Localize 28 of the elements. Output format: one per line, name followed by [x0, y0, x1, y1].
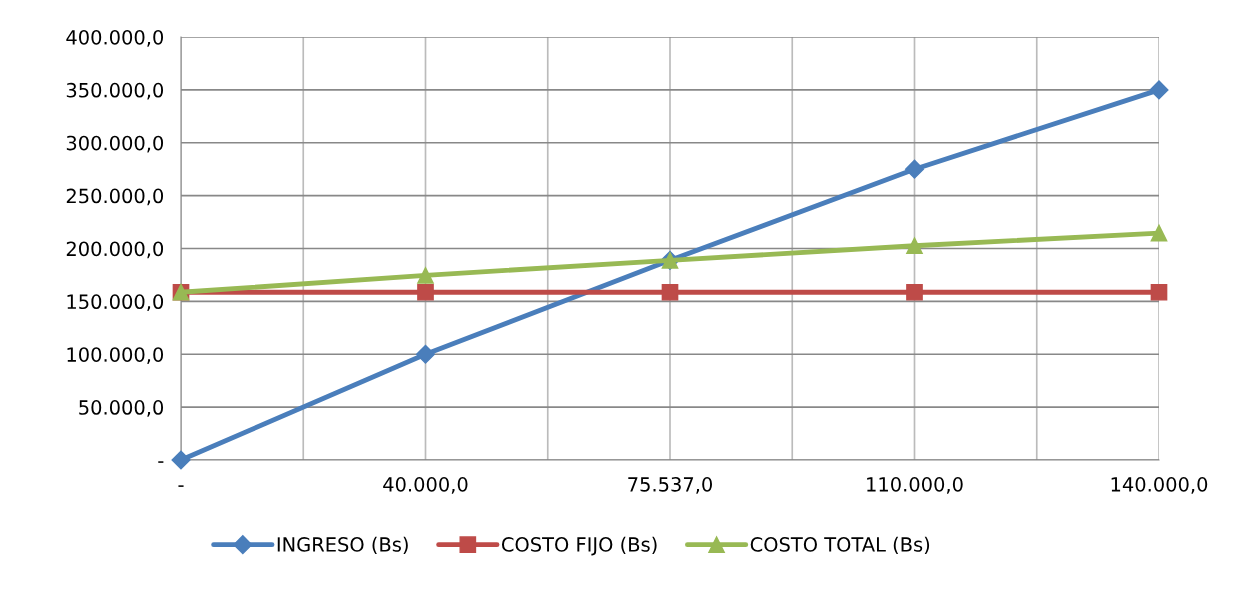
y-tick-label: - — [158, 461, 164, 463]
point — [1150, 283, 1168, 301]
legend-label: COSTO TOTAL (Bs) — [750, 536, 930, 555]
point — [906, 283, 923, 301]
point — [904, 159, 925, 179]
point — [415, 344, 436, 364]
x-tick-label: 140.000,0 — [1111, 477, 1208, 494]
y-tick-label: 150.000,0 — [67, 294, 164, 312]
point — [1149, 80, 1169, 100]
y-tick-label: 300.000,0 — [66, 135, 164, 153]
y-tick-label: 250.000,0 — [66, 188, 164, 206]
point — [417, 267, 434, 284]
y-tick-label: 100.000,0 — [67, 347, 164, 364]
x-tick-label: 40.000,0 — [383, 477, 468, 494]
x-tick-label: 75.537,0 — [628, 477, 712, 494]
point — [171, 450, 191, 470]
y-tick-label: 400.000,0 — [66, 29, 164, 47]
point — [906, 237, 923, 255]
legend-label: COSTO FIJO (Bs) — [501, 536, 657, 556]
y-tick-label: 350.000,0 — [66, 82, 164, 100]
x-tick-label: 110.000,0 — [867, 477, 963, 494]
legend-label: INGRESO (Bs) — [277, 536, 408, 555]
point — [417, 283, 434, 301]
y-tick-label: 50.000,0 — [79, 400, 164, 417]
point — [1150, 224, 1168, 242]
point — [661, 283, 679, 301]
y-tick-label: 200.000,0 — [66, 241, 164, 259]
x-tick-label: - — [178, 485, 184, 487]
